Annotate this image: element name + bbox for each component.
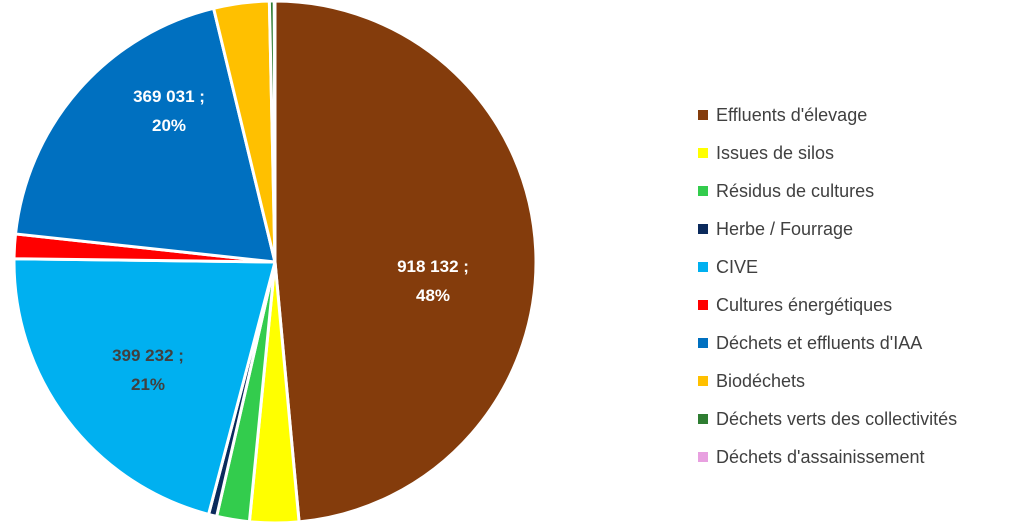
legend-item: Biodéchets [698, 362, 957, 400]
legend-swatch [698, 110, 708, 120]
legend-swatch [698, 186, 708, 196]
legend-label: Déchets d'assainissement [716, 446, 925, 467]
legend-item: CIVE [698, 248, 957, 286]
legend-swatch [698, 224, 708, 234]
legend-label: Issues de silos [716, 142, 835, 163]
data-label-value-7: 369 031 ; [133, 87, 205, 106]
legend-item: Herbe / Fourrage [698, 210, 957, 248]
legend-label: Déchets et effluents d'IAA [716, 332, 923, 353]
pie-slice-10 [272, 0, 277, 264]
legend-label: Herbe / Fourrage [716, 218, 854, 239]
legend-item: Effluents d'élevage [698, 96, 957, 134]
legend-swatch [698, 376, 708, 386]
legend-label: Déchets verts des collectivités [716, 408, 958, 429]
chart-legend: Effluents d'élevage Issues de silos Résidu… [698, 96, 957, 476]
legend-item: Cultures énergétiques [698, 286, 957, 324]
legend-label: Résidus de cultures [716, 180, 875, 201]
pie-slice-1 [273, 0, 538, 524]
legend-swatch [698, 338, 708, 348]
pie-slice-5 [12, 257, 277, 516]
data-label-percent-7: 20% [152, 116, 186, 135]
legend-item: Déchets d'assainissement [698, 438, 957, 476]
legend-label: Biodéchets [716, 370, 806, 391]
legend-item: Issues de silos [698, 134, 957, 172]
data-label-percent-1: 48% [416, 286, 450, 305]
legend-label: Effluents d'élevage [716, 104, 868, 125]
legend-item: Déchets et effluents d'IAA [698, 324, 957, 362]
legend-swatch [698, 300, 708, 310]
legend-swatch [698, 262, 708, 272]
legend-swatch [698, 148, 708, 158]
data-label-value-1: 918 132 ; [397, 257, 469, 276]
legend-label: CIVE [716, 256, 759, 277]
legend-swatch [698, 452, 708, 462]
data-label-percent-5: 21% [131, 375, 165, 394]
pie-slice-7 [14, 6, 277, 264]
legend-label: Cultures énergétiques [716, 294, 893, 315]
legend-item: Résidus de cultures [698, 172, 957, 210]
data-label-value-5: 399 232 ; [112, 346, 184, 365]
legend-item: Déchets verts des collectivités [698, 400, 957, 438]
legend-swatch [698, 414, 708, 424]
